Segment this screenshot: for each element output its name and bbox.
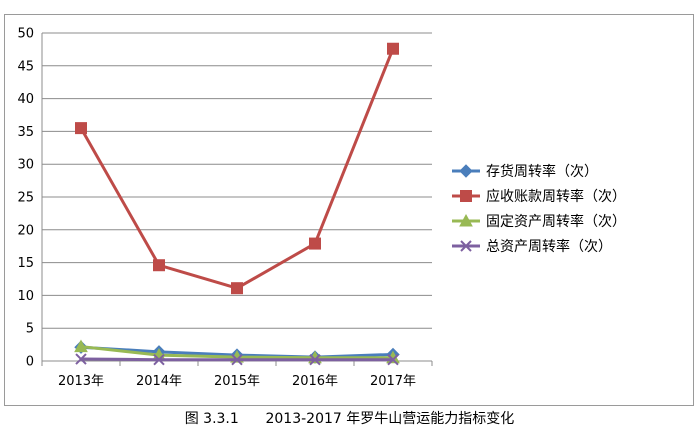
y-tick-label: 5 xyxy=(26,322,34,337)
legend-marker xyxy=(460,240,472,252)
y-tick-label: 25 xyxy=(17,191,34,206)
data-point xyxy=(309,237,321,250)
legend-label: 应收账款周转率（次） xyxy=(486,188,626,205)
x-tick-label: 2015年 xyxy=(214,374,260,389)
y-tick-label: 45 xyxy=(17,59,34,74)
data-point xyxy=(74,339,88,353)
y-tick-label: 10 xyxy=(17,289,34,304)
legend-label: 固定资产周转率（次） xyxy=(486,213,626,230)
legend-marker xyxy=(460,190,472,202)
y-tick-label: 35 xyxy=(17,125,34,140)
y-tick-label: 40 xyxy=(17,92,34,107)
data-point xyxy=(387,42,399,55)
chart-frame xyxy=(4,14,694,406)
y-tick-label: 30 xyxy=(17,158,34,173)
data-point xyxy=(387,353,399,366)
line-chart: 0 5 10 15 20 25 30 35 40 45 50 2013年 2014年 2015年 2016年… xyxy=(17,27,626,390)
data-point xyxy=(75,353,87,365)
y-tick-label: 0 xyxy=(26,355,34,370)
data-point xyxy=(153,353,165,366)
legend-marker xyxy=(459,164,473,178)
data-point xyxy=(231,282,243,295)
y-tick-label: 15 xyxy=(17,256,34,271)
legend-label: 存货周转率（次） xyxy=(486,163,598,180)
data-point xyxy=(153,259,165,272)
y-tick-label: 20 xyxy=(17,223,34,238)
x-tick-label: 2016年 xyxy=(292,374,338,389)
series-line xyxy=(79,48,395,290)
x-tick-label: 2013年 xyxy=(58,374,104,389)
legend-marker xyxy=(459,213,473,227)
data-point xyxy=(75,122,87,135)
figure-caption: 图 3.3.1 2013-2017 年罗牛山营运能力指标变化 xyxy=(184,411,515,427)
data-point xyxy=(231,353,243,366)
data-point xyxy=(309,353,321,366)
x-tick-label: 2017年 xyxy=(370,374,416,389)
x-tick-label: 2014年 xyxy=(136,374,182,389)
y-tick-label: 50 xyxy=(17,27,34,42)
legend-label: 总资产周转率（次） xyxy=(486,238,612,255)
